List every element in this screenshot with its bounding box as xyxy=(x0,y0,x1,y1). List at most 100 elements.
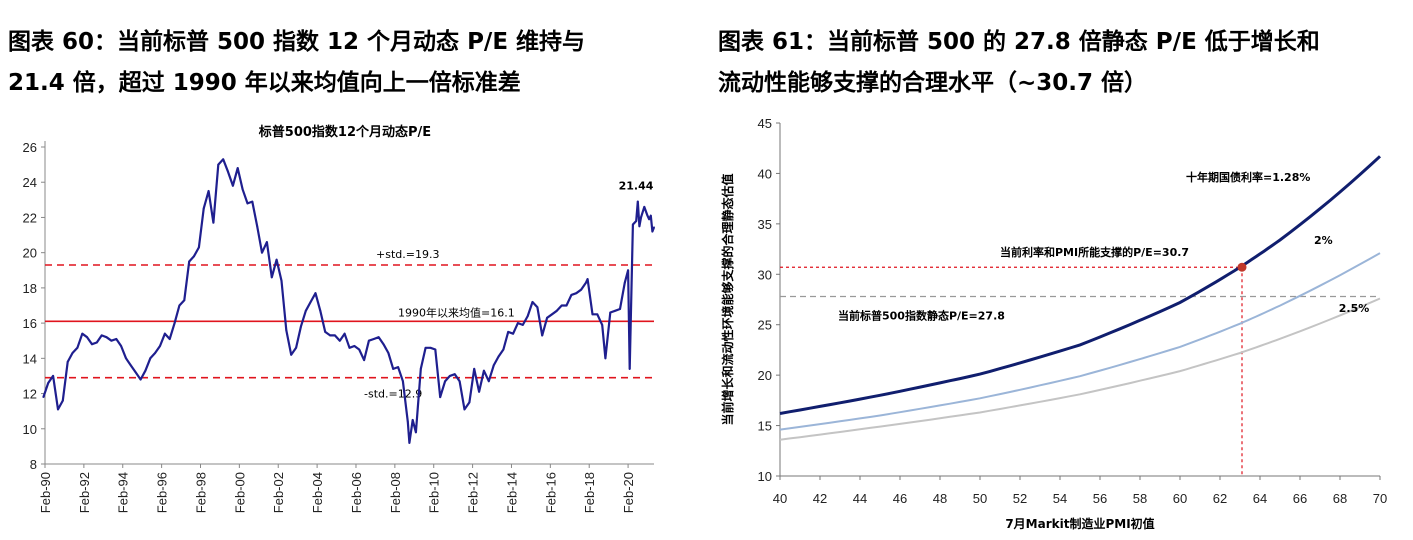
data-point xyxy=(120,345,123,347)
data-point xyxy=(546,316,549,319)
data-point xyxy=(246,202,249,205)
data-point xyxy=(95,341,98,344)
data-point xyxy=(47,382,50,384)
data-point xyxy=(144,369,147,372)
data-point xyxy=(536,306,539,309)
data-point xyxy=(580,288,583,291)
annotation-layer: 21.44 xyxy=(619,179,654,192)
data-point xyxy=(285,329,288,332)
data-point xyxy=(596,313,599,316)
reference-label: -std.=12.9 xyxy=(364,388,422,401)
data-point xyxy=(227,170,229,173)
data-point xyxy=(314,292,317,295)
x-tick-label: Feb-94 xyxy=(116,472,131,513)
x-tick-label: 64 xyxy=(1253,491,1267,506)
figure-60-title-line2: 21.4 倍，超过 1990 年以来均值向上一倍标准差 xyxy=(8,70,521,96)
data-point xyxy=(632,223,634,226)
x-tick-label: 68 xyxy=(1333,491,1347,506)
x-tick-label: Feb-98 xyxy=(193,472,208,513)
data-point xyxy=(646,214,649,217)
x-tick-label: 40 xyxy=(773,491,787,506)
data-point xyxy=(382,343,385,346)
data-point xyxy=(640,216,642,219)
x-tick-label: 56 xyxy=(1093,491,1107,506)
x-tick-label: 66 xyxy=(1293,491,1307,506)
data-point xyxy=(526,315,529,317)
figure-61-title-line2: 流动性能够支撑的合理水平（~30.7 倍） xyxy=(718,70,1148,96)
data-point xyxy=(329,334,331,337)
x-tick-label: Feb-08 xyxy=(388,472,403,513)
y-tick-label: 20 xyxy=(758,368,772,383)
figure-61-title-line1: 图表 61：当前标普 500 的 27.8 倍静态 P/E 低于增长和 xyxy=(718,29,1320,55)
data-point xyxy=(163,332,166,335)
data-point xyxy=(601,323,604,326)
data-point xyxy=(560,304,563,307)
x-tick-label: 70 xyxy=(1373,491,1387,506)
data-point xyxy=(468,401,471,404)
y-tick-label: 10 xyxy=(23,422,37,437)
data-point xyxy=(551,313,553,316)
data-point xyxy=(570,294,573,296)
data-point xyxy=(212,221,215,224)
data-point xyxy=(139,378,142,381)
data-point xyxy=(368,339,370,342)
x-tick-label: Feb-20 xyxy=(621,472,636,513)
data-point xyxy=(458,380,461,383)
reference-label: +std.=19.3 xyxy=(376,248,439,261)
data-point xyxy=(197,246,200,249)
data-point xyxy=(241,188,244,191)
y-tick-label: 26 xyxy=(23,140,37,155)
data-point xyxy=(173,322,176,325)
y-tick-label: 45 xyxy=(758,116,772,131)
data-point xyxy=(636,200,639,203)
data-point xyxy=(575,292,578,295)
data-point xyxy=(91,343,93,346)
data-point xyxy=(585,281,587,284)
y-tick-label: 20 xyxy=(23,246,37,261)
data-point xyxy=(125,357,127,360)
data-point xyxy=(159,345,161,347)
data-point xyxy=(358,348,361,351)
x-tick-label: 58 xyxy=(1133,491,1147,506)
figure-60: 图表 60：当前标普 500 指数 12 个月动态 P/E 维持与 21.4 倍… xyxy=(0,0,690,540)
data-point xyxy=(429,346,432,349)
data-point xyxy=(110,339,113,342)
data-point xyxy=(66,360,69,363)
data-point xyxy=(406,420,409,423)
x-tick-label: Feb-90 xyxy=(38,472,53,513)
data-point xyxy=(502,348,505,351)
y-tick-label: 30 xyxy=(758,267,772,282)
data-point xyxy=(424,346,427,349)
data-point xyxy=(609,311,612,314)
supported-pe-chart: 10 15 20 25 30 35 40 45 40 42 44 46 48 50 52 54 56 58 60 62… xyxy=(720,116,1387,531)
current-pe-label: 当前标普500指数静态P/E=27.8 xyxy=(838,308,1005,322)
chart-axes: 8 10 12 14 16 18 20 22 24 26 Feb-90 Feb-92 Feb-94 Feb… xyxy=(23,140,654,513)
reference-label: 1990年以来均值=16.1 xyxy=(398,305,515,319)
data-point xyxy=(648,218,651,221)
data-point xyxy=(434,348,437,351)
x-tick-label: 42 xyxy=(813,491,827,506)
data-point xyxy=(478,390,480,393)
data-point xyxy=(236,167,239,170)
series-layer xyxy=(779,155,1382,441)
data-point xyxy=(473,368,476,370)
data-point xyxy=(334,334,336,337)
last-value-label: 21.44 xyxy=(619,179,654,192)
data-point xyxy=(377,336,380,339)
data-point xyxy=(217,163,220,166)
data-point xyxy=(541,334,544,337)
series-label-1-28: 十年期国债利率=1.28% xyxy=(1186,170,1310,184)
annotation-layer: 当前利率和PMI所能支撑的P/E=30.7 当前标普500指数静态P/E=27.8… xyxy=(838,170,1369,322)
supported-pe-marker xyxy=(1237,262,1247,272)
series-label-2: 2% xyxy=(1314,234,1333,247)
data-point xyxy=(86,336,89,339)
pe-forward-chart: 标普500指数12个月动态P/E 8 10 12 14 16 18 20 22 24 26 Feb-… xyxy=(23,124,656,513)
x-tick-label: Feb-92 xyxy=(77,472,92,513)
data-point xyxy=(343,332,346,335)
x-tick-label: Feb-04 xyxy=(310,472,325,513)
data-point xyxy=(591,313,594,316)
figure-61-title: 图表 61：当前标普 500 的 27.8 倍静态 P/E 低于增长和 流动性能… xyxy=(718,22,1320,104)
data-point xyxy=(154,352,157,354)
data-point xyxy=(492,364,495,367)
data-point xyxy=(105,336,108,339)
